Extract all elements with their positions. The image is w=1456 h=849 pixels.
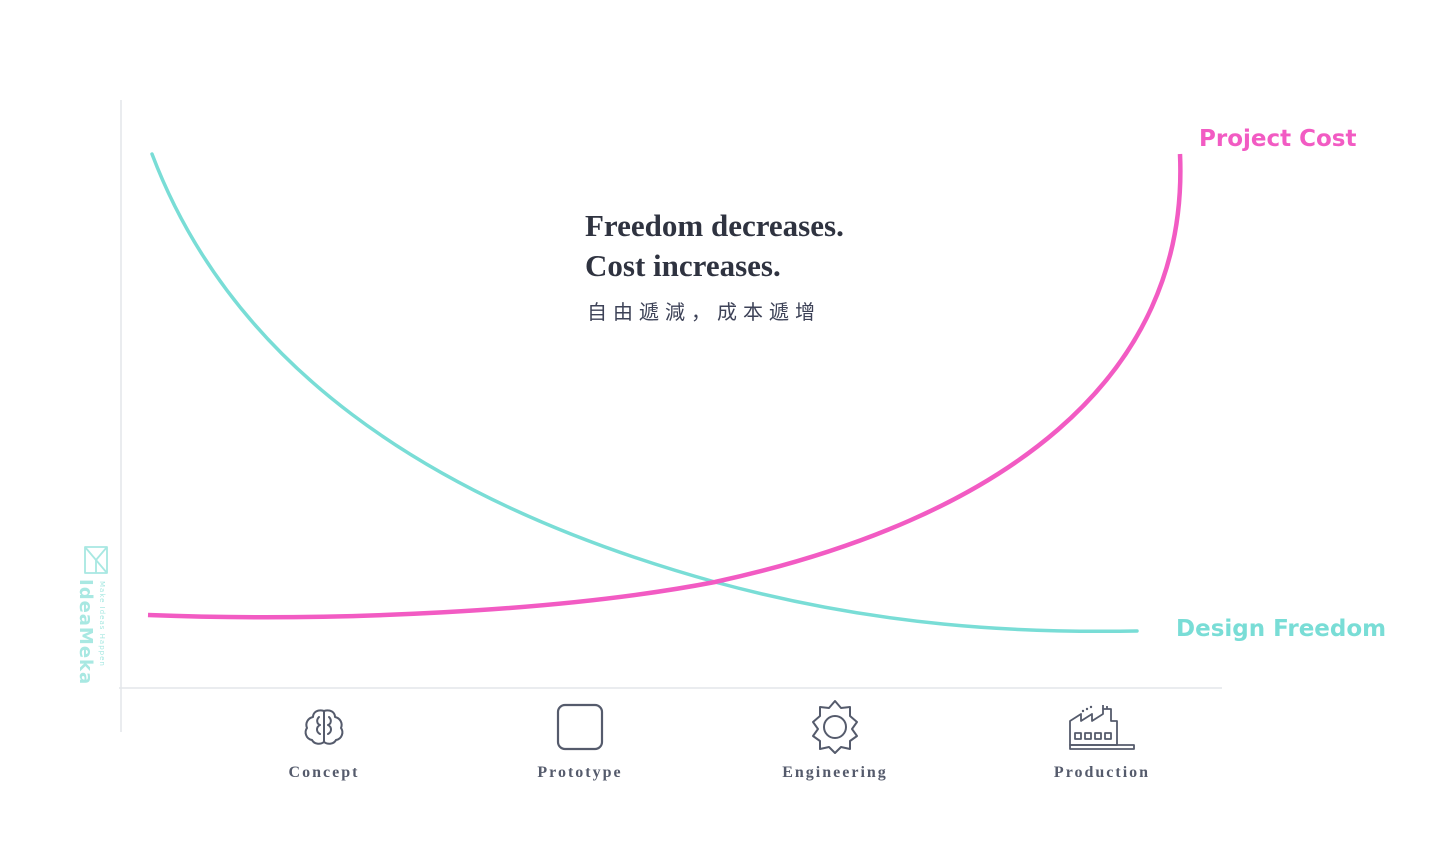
stage-label-production: Production (1053, 764, 1151, 781)
stage-label-prototype: Prototype (537, 764, 623, 781)
brain-icon (304, 709, 344, 745)
headline-line-1: Freedom decreases. (585, 208, 844, 243)
design-freedom-curve (150, 152, 1139, 634)
ideameka-logo: IdeaMeka Make Ideas Happen (71, 545, 119, 685)
ideameka-logo-mark (84, 546, 108, 574)
gear-icon (812, 700, 858, 754)
stage-concept: Concept (244, 703, 404, 782)
project-cost-label: Project Cost (1199, 126, 1357, 152)
project-cost-curve (147, 153, 1183, 620)
design-freedom-label: Design Freedom (1176, 616, 1387, 642)
stage-label-concept: Concept (288, 764, 360, 781)
stage-production: Production (1022, 703, 1182, 782)
ideameka-logo-name: IdeaMeka (75, 579, 96, 686)
stage-engineering: Engineering (755, 700, 915, 782)
stage-label-engineering: Engineering (782, 764, 888, 781)
rounded-square-icon (556, 703, 604, 751)
headline: Freedom decreases. Cost increases. (585, 206, 844, 286)
factory-icon (1069, 705, 1135, 750)
ideameka-logo-tagline: Make Ideas Happen (98, 581, 106, 667)
headline-line-2: Cost increases. (585, 248, 781, 283)
headline-chinese: 自由遞減，成本遞增 (587, 300, 821, 324)
stage-prototype: Prototype (500, 703, 660, 782)
